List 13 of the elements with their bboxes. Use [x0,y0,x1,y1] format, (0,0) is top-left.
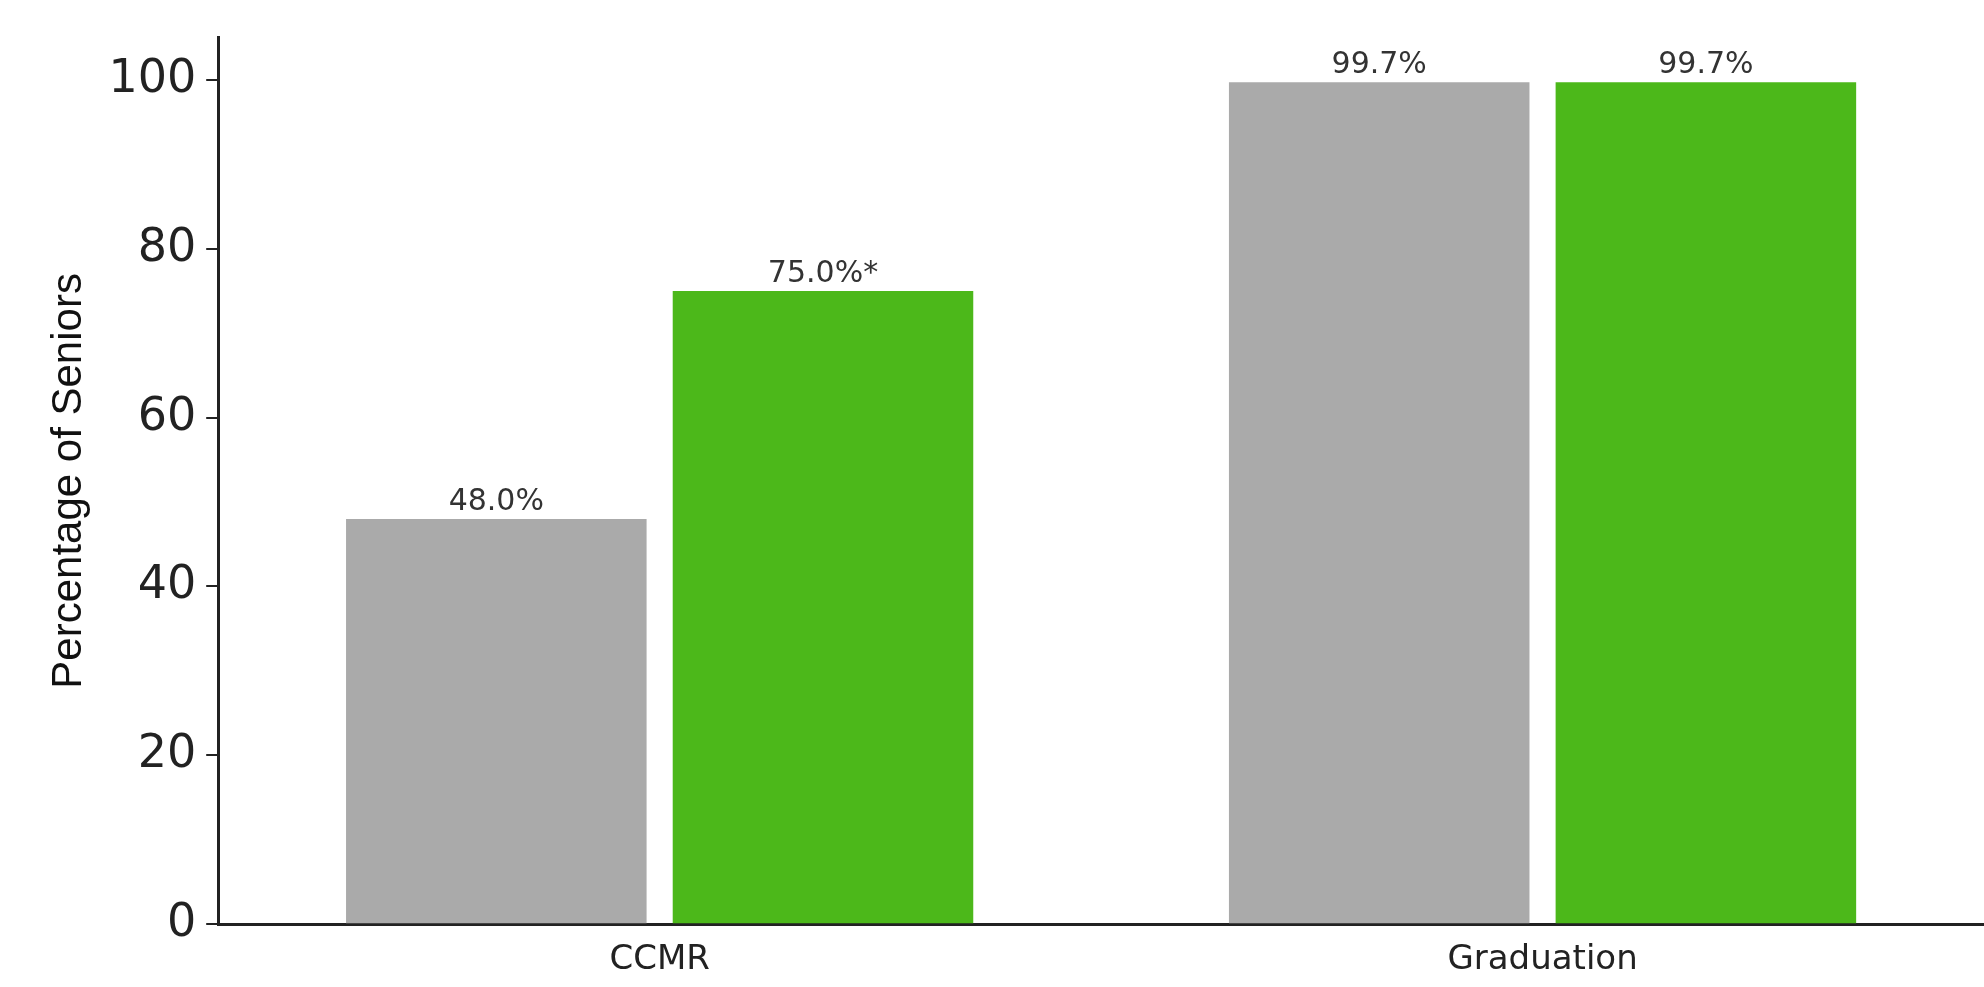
y-tick-label: 20 [137,724,197,779]
x-tick-label: CCMR [609,937,710,978]
y-tick-label: 80 [137,217,197,272]
data-label: 99.7% [1331,45,1427,81]
data-label: 75.0%* [767,253,879,289]
y-axis-title: Percentage of Seniors [42,273,90,689]
data-label: 48.0% [448,481,544,517]
y-tick-label: 100 [108,48,197,103]
y-tick-label: 0 [166,893,197,948]
data-label: 99.7% [1658,45,1754,81]
y-tick-label: 60 [137,386,197,441]
x-tick-label: Graduation [1447,937,1638,978]
y-tick-label: 40 [137,555,197,610]
